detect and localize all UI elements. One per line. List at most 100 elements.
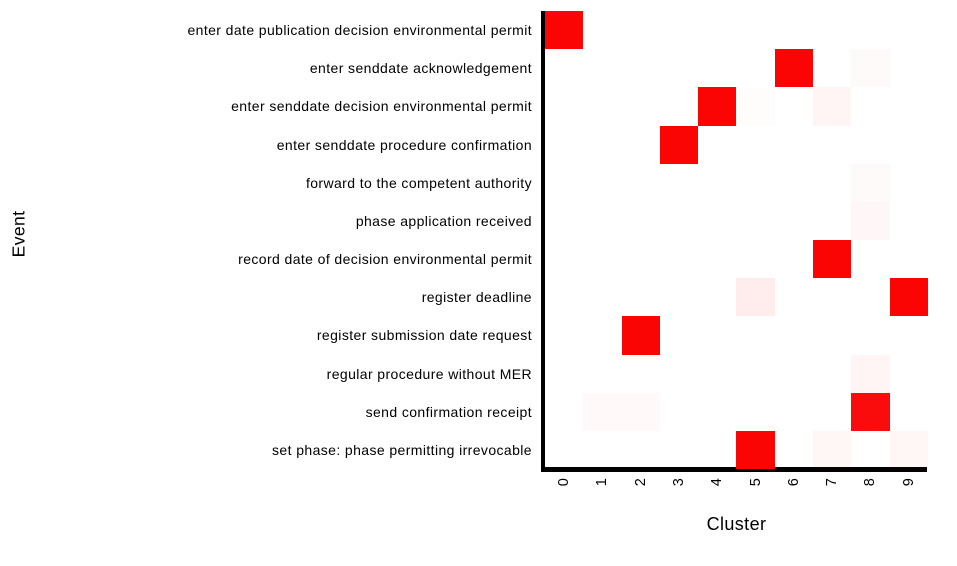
heatmap-cell	[583, 11, 621, 49]
x-tick: 5	[736, 475, 774, 495]
heatmap-cell	[622, 431, 660, 469]
y-axis-line	[541, 11, 545, 472]
heatmap-cell	[736, 126, 774, 164]
heatmap-cell	[622, 126, 660, 164]
heatmap-cell	[851, 164, 889, 202]
heatmap-cell	[775, 202, 813, 240]
x-tick-label: 9	[900, 478, 917, 487]
heatmap-cell	[621, 316, 660, 355]
heatmap-cell	[545, 126, 583, 164]
x-tick: 9	[890, 475, 928, 495]
heatmap-cell	[736, 355, 774, 393]
heatmap-cell	[545, 87, 583, 125]
heatmap-cell	[545, 49, 583, 87]
heatmap-cell	[851, 240, 889, 278]
x-tick-label: 5	[747, 478, 764, 487]
heatmap-cell	[775, 355, 813, 393]
heatmap-cell	[545, 164, 583, 202]
heatmap-cell	[698, 278, 736, 316]
heatmap-cell	[736, 164, 774, 202]
heatmap-cell	[813, 202, 851, 240]
heatmap-cell	[775, 393, 813, 431]
y-tick-label: enter date publication decision environm…	[187, 22, 532, 39]
heatmap-cell	[890, 355, 928, 393]
heatmap-cell	[698, 355, 736, 393]
x-tick-label: 0	[555, 478, 572, 487]
x-tick-label: 3	[670, 478, 687, 487]
x-tick-label: 4	[709, 478, 726, 487]
heatmap-cell	[583, 278, 621, 316]
heatmap-cell	[851, 49, 889, 87]
y-tick-label: register submission date request	[316, 327, 532, 344]
heatmap-cell	[813, 393, 851, 431]
heatmap-cell	[813, 240, 852, 279]
heatmap-cell	[622, 164, 660, 202]
x-tick-label: 2	[632, 478, 649, 487]
heatmap-cell	[660, 202, 698, 240]
x-axis-line	[541, 467, 927, 472]
heatmap-cell	[851, 431, 889, 469]
x-tick: 2	[622, 475, 660, 495]
heatmap-cell	[890, 393, 928, 431]
x-axis-title: Cluster	[706, 514, 767, 534]
heatmap-cell	[736, 87, 774, 125]
heatmap-cell	[736, 430, 775, 469]
heatmap-cell	[583, 126, 621, 164]
heatmap-cell	[698, 87, 737, 126]
x-tick-label: 7	[823, 478, 840, 487]
heatmap-cell	[660, 431, 698, 469]
heatmap-cell	[583, 202, 621, 240]
heatmap-cell	[813, 278, 851, 316]
heatmap-cell	[851, 202, 889, 240]
x-tick-label: 6	[785, 478, 802, 487]
x-axis-tick-labels: 0 1 2 3 4 5 6 7 8 9	[545, 475, 928, 495]
heatmap-cell	[813, 87, 852, 126]
heatmap-cell	[698, 126, 736, 164]
heatmap-cell	[545, 278, 583, 316]
heatmap-cell	[583, 87, 621, 125]
heatmap-cell	[813, 49, 851, 87]
heatmap-cell	[813, 126, 851, 164]
heatmap-cell	[698, 164, 736, 202]
y-tick-label: register deadline	[421, 289, 532, 306]
heatmap-cell	[851, 392, 890, 431]
y-tick-label: record date of decision environmental pe…	[238, 251, 532, 268]
heatmap-cell	[890, 11, 928, 49]
x-tick: 6	[775, 475, 813, 495]
x-tick: 8	[851, 475, 889, 495]
heatmap-cell	[813, 11, 851, 49]
heatmap-cell	[660, 393, 698, 431]
y-tick-label: set phase: phase permitting irrevocable	[272, 441, 532, 458]
y-tick-label: enter senddate procedure confirmation	[276, 136, 532, 153]
heatmap-cell	[775, 126, 813, 164]
x-tick: 7	[813, 475, 851, 495]
heatmap-cell	[813, 431, 851, 469]
heatmap-cell	[660, 87, 698, 125]
heatmap-cell	[851, 126, 889, 164]
heatmap-cell	[545, 202, 583, 240]
heatmap-cell	[698, 49, 736, 87]
heatmap-cell	[890, 316, 928, 354]
heatmap-cell	[545, 11, 584, 50]
heatmap-cell	[583, 431, 621, 469]
heatmap-cell	[698, 202, 736, 240]
heatmap-cell	[583, 164, 621, 202]
heatmap-cell	[583, 240, 621, 278]
heatmap-cell	[736, 11, 774, 49]
heatmap-cell	[583, 49, 621, 87]
heatmap-cell	[545, 355, 583, 393]
heatmap-cell	[889, 278, 928, 317]
heatmap-cell	[774, 49, 814, 88]
heatmap-cell	[775, 240, 813, 278]
heatmap-cell	[890, 87, 928, 125]
heatmap-cell	[813, 316, 851, 354]
heatmap-cell	[660, 316, 698, 354]
heatmap-cell	[698, 11, 736, 49]
heatmap-cell	[698, 316, 736, 354]
heatmap-cell	[775, 87, 813, 125]
heatmap-cell	[890, 49, 928, 87]
heatmap-cell	[545, 240, 583, 278]
heatmap-cell	[622, 49, 660, 87]
heatmap-cell	[851, 354, 890, 393]
